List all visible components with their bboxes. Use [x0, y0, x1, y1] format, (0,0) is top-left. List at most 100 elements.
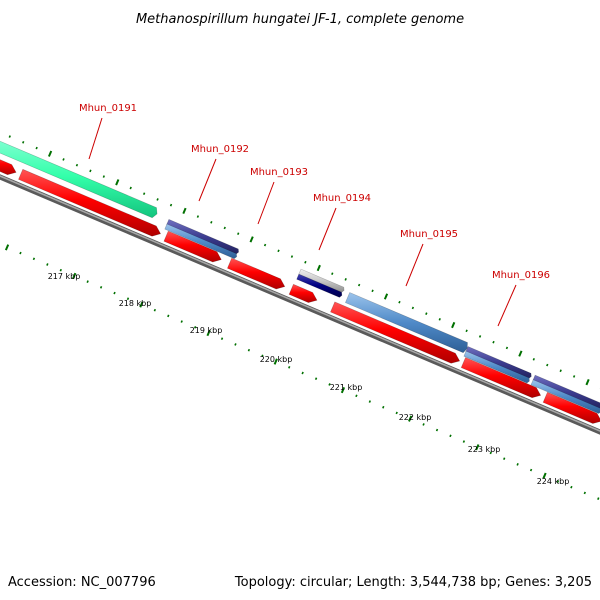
scale-tick [368, 400, 372, 403]
upper-tick [169, 203, 173, 207]
kbp-scale-label: 219 kbp [190, 326, 223, 335]
scale-tick [273, 358, 278, 365]
kbp-scale-label: 223 kbp [468, 445, 501, 454]
scale-label-layer: 217 kbp 218 kbp 219 kbp 220 kbp 221 kbp 222 k… [48, 272, 570, 486]
scale-tick [570, 485, 573, 489]
purple-feature-bar [166, 219, 239, 255]
blue-feature-bar [463, 350, 530, 384]
gene-label: Mhun_0192 [191, 144, 249, 155]
scale-tick [126, 297, 130, 301]
upper-tick [156, 198, 159, 201]
scale-tick [99, 286, 103, 289]
kbp-scale-label: 218 kbp [119, 299, 152, 308]
scale-tick [59, 268, 62, 272]
scale-tick [489, 451, 492, 455]
scale-tick [261, 354, 264, 358]
scale-tick [139, 301, 144, 308]
upper-tick [263, 243, 267, 247]
upper-tick [75, 163, 79, 167]
forward-cds-arrow [227, 257, 286, 290]
upper-tick [182, 207, 187, 214]
upper-tick [492, 340, 495, 344]
kbp-scale-label: 224 kbp [537, 477, 570, 486]
scale-tick [193, 325, 197, 329]
gray-feature-bar [298, 268, 345, 293]
upper-tick [115, 179, 120, 186]
gene-label: Mhun_0193 [250, 167, 308, 178]
scale-tick [288, 365, 291, 369]
upper-tick [559, 369, 562, 373]
scale-tick [475, 444, 480, 451]
kbp-scale-label: 217 kbp [48, 272, 81, 281]
scale-tick [422, 423, 425, 426]
upper-tick [505, 346, 509, 350]
upper-tick [22, 140, 25, 144]
upper-tick [223, 226, 226, 230]
scale-tick [395, 411, 398, 415]
forward-cds-arrow [460, 357, 542, 399]
upper-tick [518, 350, 523, 357]
upper-tick [357, 283, 361, 287]
purple-feature-bar [532, 374, 600, 409]
kbp-scale-label: 220 kbp [260, 355, 293, 364]
gene-label: Mhun_0196 [492, 270, 550, 281]
scale-tick [180, 320, 183, 323]
scale-tick [46, 263, 49, 266]
scale-tick [355, 394, 358, 398]
scale-tick [167, 314, 170, 318]
upper-tick [277, 249, 280, 253]
scale-tick [556, 480, 560, 483]
upper-tick [331, 272, 334, 275]
upper-tick [344, 278, 347, 281]
backbone-layer [0, 174, 600, 435]
upper-tick [546, 363, 549, 367]
blue-feature-bar [345, 292, 468, 354]
kbp-scale-label: 221 kbp [330, 383, 363, 392]
scale-tick [529, 468, 533, 472]
gene-label: Mhun_0194 [313, 193, 371, 204]
purple-feature-bar [465, 346, 532, 379]
gene-label-leader [257, 181, 275, 225]
upper-tick [196, 215, 200, 218]
upper-tick [304, 260, 307, 264]
upper-tick [142, 192, 146, 196]
upper-tick [532, 357, 535, 361]
upper-tick [8, 135, 11, 138]
scale-tick [408, 415, 413, 422]
teal-feature-bar [0, 140, 158, 219]
upper-tick [249, 236, 254, 243]
upper-tick [398, 300, 401, 304]
upper-tick [438, 318, 441, 321]
scale-tick [32, 257, 36, 261]
upper-tick [383, 293, 389, 300]
upper-tick [316, 264, 321, 272]
upper-tick [478, 335, 482, 338]
upper-tick [572, 375, 576, 378]
scale-tick [340, 386, 346, 394]
scale-tick [301, 371, 304, 375]
upper-tick [451, 321, 456, 329]
upper-tick [290, 255, 294, 258]
gene-label: Mhun_0191 [79, 103, 137, 114]
genome-summary: Topology: circular; Length: 3,544,738 bp… [234, 575, 592, 590]
tick-layer [4, 135, 600, 500]
scale-tick [19, 251, 22, 255]
upper-tick [371, 289, 374, 293]
gene-label-leader [405, 243, 424, 287]
upper-tick [237, 232, 240, 236]
scale-tick [597, 497, 600, 500]
upper-tick [35, 146, 38, 150]
accession-label: Accession: NC_007796 [8, 575, 156, 590]
upper-tick [210, 220, 213, 224]
upper-tick [129, 186, 132, 190]
map-title: Methanospirillum hungatei JF-1, complete… [136, 12, 464, 27]
upper-tick [425, 312, 428, 315]
kbp-scale-label: 222 kbp [399, 413, 432, 422]
gene-label: Mhun_0195 [400, 229, 458, 240]
upper-tick [62, 158, 65, 161]
forward-cds-arrow [0, 159, 17, 176]
forward-cds-arrow [18, 168, 162, 237]
upper-tick [102, 175, 106, 178]
scale-tick [153, 308, 157, 312]
